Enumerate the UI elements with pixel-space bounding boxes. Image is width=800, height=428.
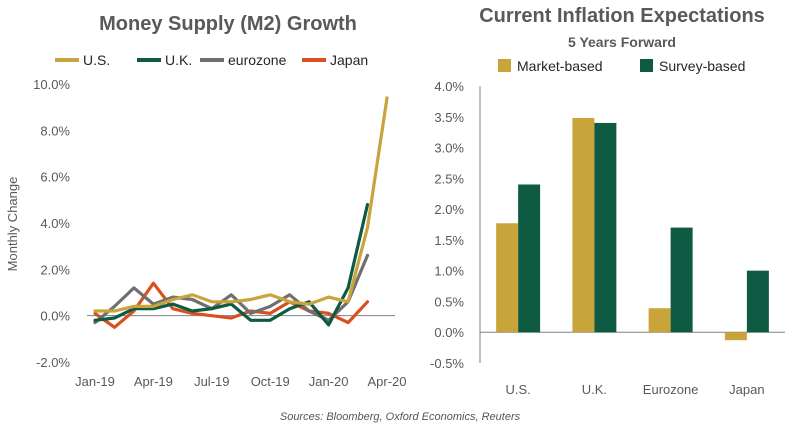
- inflation-x-tick-label: Eurozone: [643, 382, 699, 397]
- inflation-x-tick-label: U.S.: [505, 382, 530, 397]
- inflation-bar-survey: [518, 184, 541, 333]
- inflation-y-ticks: -0.5% 0.0% 0.5% 1.0% 1.5% 2.0% 2.5% 3.0% 3.5% 4.0…: [430, 79, 464, 371]
- m2-y-tick-label: 2.0%: [40, 262, 70, 277]
- inflation-x-tick-label: Japan: [729, 382, 764, 397]
- m2-y-ticks: -2.0% 0.0% 2.0% 4.0% 6.0% 8.0% 10.0%: [33, 77, 70, 370]
- inflation-legend-item: Survey-based: [640, 58, 745, 74]
- m2-legend-label: U.S.: [83, 52, 110, 68]
- inflation-legend-swatch: [640, 59, 653, 72]
- m2-legend-label: U.K.: [165, 52, 192, 68]
- inflation-bar-market: [648, 308, 671, 333]
- inflation-bar-survey: [670, 227, 693, 333]
- m2-x-tick-label: Apr-20: [367, 374, 406, 389]
- m2-x-tick-label: Oct-19: [251, 374, 290, 389]
- inflation-bar-market: [724, 332, 747, 341]
- m2-series-lines: [93, 96, 389, 329]
- m2-x-tick-label: Jul-19: [194, 374, 229, 389]
- m2-y-tick-label: 6.0%: [40, 170, 70, 185]
- inflation-legend-item: Market-based: [498, 58, 603, 74]
- m2-legend-item: eurozone: [200, 52, 287, 68]
- m2-x-ticks: Jan-19 Apr-19 Jul-19 Oct-19 Jan-20 Apr-20: [75, 374, 406, 389]
- m2-legend-item: U.S.: [55, 52, 110, 68]
- inflation-bar-survey: [594, 122, 617, 333]
- m2-legend-label: Japan: [330, 52, 368, 68]
- inflation-bars: [496, 118, 769, 341]
- m2-legend-label: eurozone: [228, 52, 287, 68]
- m2-y-tick-label: 8.0%: [40, 123, 70, 138]
- inflation-y-tick-label: 0.5%: [434, 294, 464, 309]
- inflation-y-tick-label: 1.5%: [434, 233, 464, 248]
- inflation-bar-survey: [746, 270, 769, 333]
- inflation-y-tick-label: 2.5%: [434, 171, 464, 186]
- m2-legend: U.S. U.K. eurozone Japan: [55, 52, 368, 68]
- m2-x-tick-label: Jan-20: [309, 374, 349, 389]
- source-note: Sources: Bloomberg, Oxford Economics, Re…: [280, 411, 521, 423]
- m2-chart: Money Supply (M2) Growth Monthly Change …: [5, 13, 407, 389]
- inflation-bar-market: [496, 223, 519, 333]
- inflation-legend-label: Survey-based: [659, 58, 745, 74]
- m2-y-axis-label: Monthly Change: [5, 177, 20, 272]
- inflation-x-tick-label: U.K.: [582, 382, 607, 397]
- m2-y-tick-label: 10.0%: [33, 77, 70, 92]
- m2-y-tick-label: 4.0%: [40, 216, 70, 231]
- m2-y-tick-label: -2.0%: [36, 355, 70, 370]
- inflation-bar-market: [572, 118, 595, 333]
- m2-series-line-uk: [93, 202, 370, 327]
- inflation-chart: Current Inflation Expectations 5 Years F…: [430, 5, 785, 397]
- inflation-y-tick-label: 3.5%: [434, 110, 464, 125]
- inflation-y-tick-label: 1.0%: [434, 264, 464, 279]
- inflation-chart-subtitle: 5 Years Forward: [568, 34, 676, 50]
- inflation-x-ticks: U.S. U.K. Eurozone Japan: [505, 382, 764, 397]
- inflation-y-tick-label: 4.0%: [434, 79, 464, 94]
- inflation-y-tick-label: 0.0%: [434, 325, 464, 340]
- m2-x-tick-label: Apr-19: [134, 374, 173, 389]
- m2-chart-title: Money Supply (M2) Growth: [99, 13, 357, 35]
- m2-y-tick-label: 0.0%: [40, 309, 70, 324]
- inflation-y-tick-label: 2.0%: [434, 202, 464, 217]
- m2-legend-item: U.K.: [137, 52, 192, 68]
- inflation-legend-label: Market-based: [517, 58, 603, 74]
- inflation-chart-title: Current Inflation Expectations: [479, 5, 765, 27]
- m2-legend-item: Japan: [302, 52, 368, 68]
- m2-series-line-japan: [93, 281, 370, 329]
- m2-x-tick-label: Jan-19: [75, 374, 115, 389]
- inflation-y-tick-label: 3.0%: [434, 141, 464, 156]
- inflation-y-tick-label: -0.5%: [430, 356, 464, 371]
- m2-series-line-us: [93, 96, 389, 313]
- inflation-legend-swatch: [498, 59, 511, 72]
- inflation-legend: Market-based Survey-based: [498, 58, 745, 74]
